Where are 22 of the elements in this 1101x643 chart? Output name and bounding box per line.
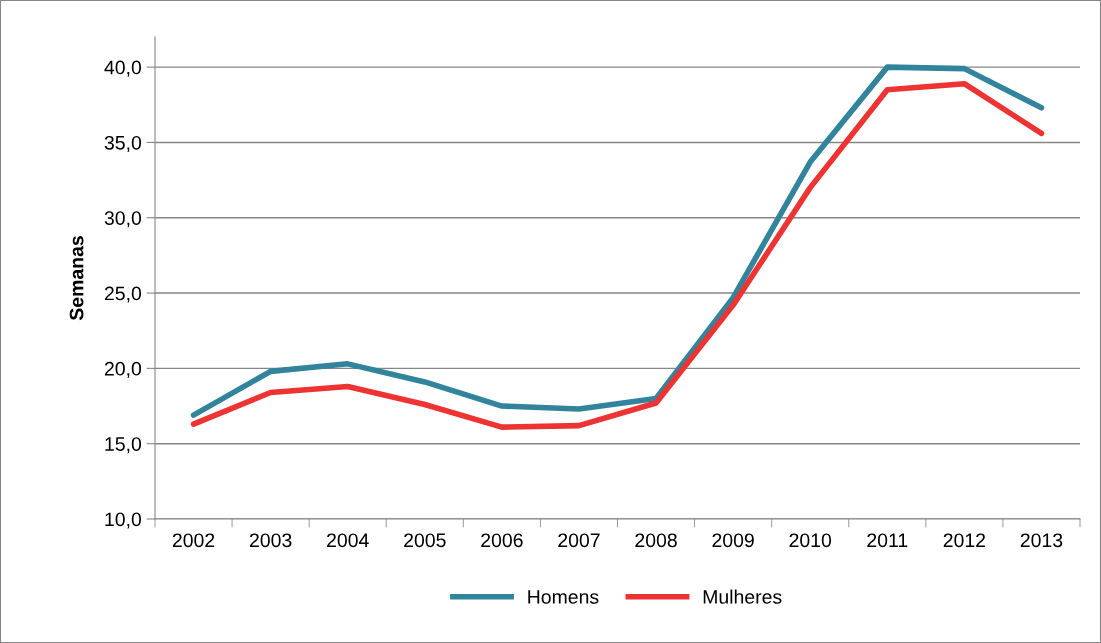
x-tick-label: 2006 — [481, 533, 523, 548]
legend-label: Homens — [528, 590, 599, 604]
x-tick-label: 2011 — [867, 533, 908, 548]
y-tick-label: 10,0 — [105, 512, 142, 529]
y-tick-label: 30,0 — [104, 211, 142, 228]
y-axis-title: Semanas — [69, 236, 84, 321]
x-tick-label: 2012 — [943, 533, 986, 548]
x-tick-label: 2008 — [635, 533, 677, 548]
legend-label: Mulheres — [703, 589, 782, 604]
x-tick-label: 2013 — [1020, 533, 1063, 548]
x-tick-label: 2003 — [249, 533, 292, 548]
x-tick-label: 2007 — [558, 533, 600, 548]
x-tick-label: 2004 — [327, 533, 369, 548]
x-tick-label: 2005 — [404, 533, 446, 548]
y-tick-label: 15,0 — [105, 437, 142, 454]
y-tick-label: 35,0 — [104, 135, 142, 152]
y-tick-label: 20,0 — [104, 361, 142, 378]
y-tick-label: 25,0 — [104, 286, 142, 303]
x-tick-label: 2002 — [172, 533, 215, 548]
y-tick-label: 40,0 — [104, 60, 142, 77]
x-tick-label: 2010 — [789, 533, 832, 548]
x-tick-label: 2009 — [712, 533, 754, 548]
